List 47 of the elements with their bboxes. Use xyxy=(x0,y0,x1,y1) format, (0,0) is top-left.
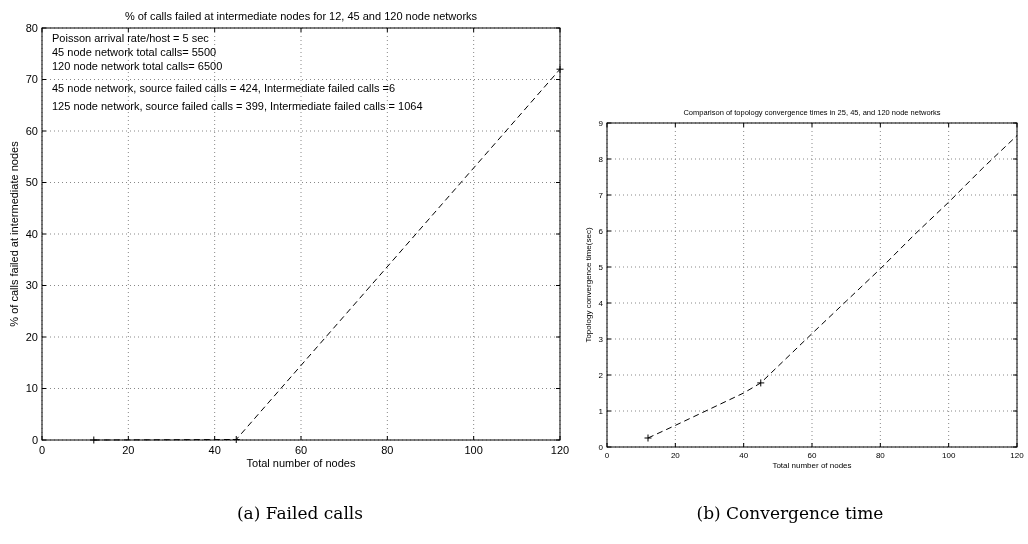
y-tick-label: 4 xyxy=(598,298,604,308)
annotation: 45 node network, source failed calls = 424, Intermediate failed calls =6 xyxy=(52,82,396,94)
annotation: 125 node network, source failed calls = 399, Intermediate failed calls = 1064 xyxy=(52,100,423,112)
y-tick-label: 5 xyxy=(598,262,604,272)
x-tick-label: 100 xyxy=(464,444,483,456)
y-tick-label: 10 xyxy=(25,382,38,395)
x-tick-label: 80 xyxy=(381,444,394,456)
x-axis-title: Total number of nodes xyxy=(772,461,852,470)
x-tick-label: 60 xyxy=(294,444,308,456)
y-tick-label: 60 xyxy=(25,124,38,137)
x-tick-label: 40 xyxy=(739,451,749,460)
text: (b) Convergence time xyxy=(696,503,884,523)
y-tick-label: 50 xyxy=(25,176,38,189)
y-tick-label: 8 xyxy=(598,154,604,164)
annotation: 45 node network total calls= 5500 xyxy=(52,46,217,58)
y-tick-label: 1 xyxy=(598,406,604,416)
x-tick-label: 80 xyxy=(875,451,886,460)
y-tick-label: 70 xyxy=(25,73,38,86)
y-tick-label: 20 xyxy=(25,330,38,343)
y-tick-label: 7 xyxy=(598,190,604,200)
y-tick-label: 80 xyxy=(25,21,38,34)
chart-title: % of calls failed at intermediate nodes for 12, 45 and 120 node networks xyxy=(124,10,478,22)
y-tick-label: 6 xyxy=(598,226,604,236)
x-axis-title: Total number of nodes xyxy=(246,457,356,469)
text: (a) Failed calls xyxy=(236,503,364,523)
y-axis-title: Topology convergence time(sec) xyxy=(584,227,593,343)
y-tick-label: 30 xyxy=(25,279,38,292)
y-tick-label: 0 xyxy=(31,433,38,446)
x-tick-label: 120 xyxy=(1010,451,1025,460)
point xyxy=(89,436,98,444)
annotation: Poisson arrival rate/host = 5 sec xyxy=(52,32,210,44)
y-axis-title: % of calls failed at intermediate nodes xyxy=(8,140,20,327)
x-tick-label: 20 xyxy=(122,444,135,456)
y-tick-label: 2 xyxy=(598,370,604,380)
x-tick-label: 100 xyxy=(941,451,956,460)
y-tick-label: 9 xyxy=(598,118,604,128)
x-tick-label: 0 xyxy=(604,451,610,460)
x-tick-label: 20 xyxy=(670,451,681,460)
x-tick-label: 60 xyxy=(807,451,817,460)
x-tick-label: 0 xyxy=(38,444,46,456)
annotation: 120 node network total calls= 6500 xyxy=(52,60,223,72)
x-tick-label: 120 xyxy=(550,444,570,456)
y-tick-label: 3 xyxy=(598,334,604,344)
x-tick-label: 40 xyxy=(208,444,221,456)
point xyxy=(556,65,564,74)
point xyxy=(232,435,241,444)
y-tick-label: 40 xyxy=(25,227,38,240)
